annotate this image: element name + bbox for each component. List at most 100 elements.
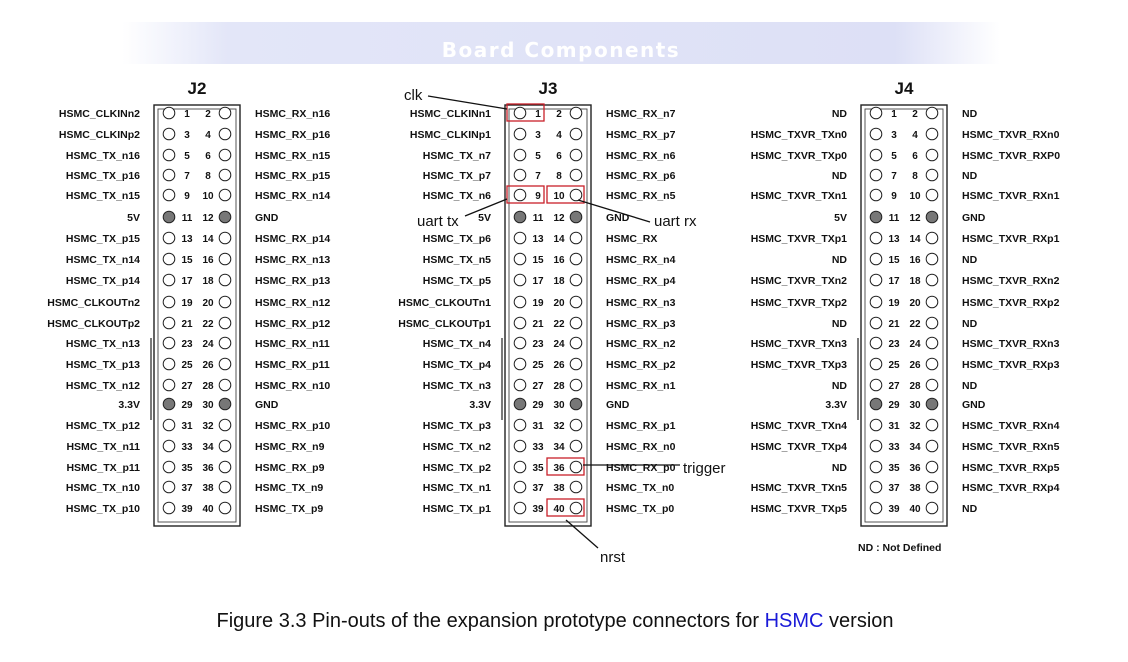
- pin-number: 16: [553, 255, 565, 266]
- uart-rx-annotation: uart rx: [654, 213, 697, 230]
- pin-number: 9: [891, 191, 897, 202]
- pin-number: 14: [909, 234, 921, 245]
- pin-label-right: HSMC_RX_n15: [255, 150, 330, 162]
- pin-label-left: 5V: [127, 212, 140, 224]
- pin-13: [513, 231, 527, 245]
- pin-6: [569, 148, 583, 162]
- pin-8: [218, 168, 232, 182]
- pin-label-left: HSMC_CLKINn2: [59, 108, 140, 120]
- pin-label-left: HSMC_TX_p4: [423, 359, 491, 371]
- pin-label-right: GND: [962, 212, 986, 224]
- pin-label-right: HSMC_RX_n14: [255, 190, 330, 202]
- pin-29: [513, 397, 527, 411]
- pin-28: [569, 378, 583, 392]
- pin-18: [569, 273, 583, 287]
- pin-label-right: HSMC_TX_n0: [606, 482, 674, 494]
- pin-18: [218, 273, 232, 287]
- pin-number: 35: [888, 463, 900, 474]
- pin-17: [162, 273, 176, 287]
- pin-number: 14: [553, 234, 565, 245]
- pin-number: 8: [556, 171, 562, 182]
- pin-number: 22: [202, 319, 214, 330]
- banner: Board Components: [122, 22, 1000, 64]
- pin-label-left: HSMC_TXVR_TXn1: [751, 190, 847, 202]
- pin-number: 23: [532, 339, 544, 350]
- pin-40: [925, 501, 939, 515]
- pin-label-left: HSMC_TXVR_TXp5: [751, 503, 847, 515]
- pin-28: [925, 378, 939, 392]
- pin-29: [869, 397, 883, 411]
- pin-label-right: HSMC_RX_n9: [255, 441, 325, 453]
- pin-30: [569, 397, 583, 411]
- pin-number: 26: [553, 360, 565, 371]
- pin-35: [513, 460, 527, 474]
- pin-7: [162, 168, 176, 182]
- pin-label-right: HSMC_RX_n16: [255, 108, 330, 120]
- pin-number: 13: [181, 234, 193, 245]
- pin-26: [925, 357, 939, 371]
- pin-25: [162, 357, 176, 371]
- pin-number: 13: [888, 234, 900, 245]
- uart-tx-leader-line: [464, 198, 508, 217]
- pin-number: 6: [912, 151, 918, 162]
- pin-number: 5: [535, 151, 541, 162]
- pin-18: [925, 273, 939, 287]
- pin-number: 31: [181, 421, 193, 432]
- pin-label-left: ND: [832, 108, 848, 120]
- pin-4: [218, 127, 232, 141]
- pin-label-right: HSMC_RX: [606, 233, 657, 245]
- nd-legend-note: ND : Not Defined: [858, 542, 941, 554]
- connector-inner-frame: [508, 108, 588, 523]
- pin-number: 18: [553, 276, 565, 287]
- pin-label-right: HSMC_RX_p2: [606, 359, 676, 371]
- pin-23: [869, 336, 883, 350]
- pin-number: 4: [205, 130, 211, 141]
- pin-21: [162, 316, 176, 330]
- pin-label-left: HSMC_CLKOUTp1: [398, 318, 491, 330]
- pin-label-right: HSMC_RX_n10: [255, 380, 330, 392]
- pin-label-left: 3.3V: [469, 399, 491, 411]
- pin-number: 22: [553, 319, 565, 330]
- pin-27: [162, 378, 176, 392]
- pin-22: [218, 316, 232, 330]
- pin-label-right: HSMC_TXVR_RXn2: [962, 275, 1060, 287]
- pin-8: [569, 168, 583, 182]
- pin-number: 32: [909, 421, 921, 432]
- pin-number: 35: [181, 463, 193, 474]
- pin-number: 27: [888, 381, 900, 392]
- pin-label-right: HSMC_RX_p15: [255, 170, 330, 182]
- pin-number: 39: [888, 504, 900, 515]
- pin-10: [218, 188, 232, 202]
- pin-label-right: HSMC_RX_p1: [606, 420, 676, 432]
- pin-number: 40: [909, 504, 921, 515]
- highlight-box: [546, 457, 585, 476]
- pin-label-right: HSMC_RX_p14: [255, 233, 330, 245]
- pin-number: 2: [205, 109, 211, 120]
- pin-number: 24: [202, 339, 214, 350]
- pin-label-right: ND: [962, 318, 978, 330]
- pin-number: 27: [532, 381, 544, 392]
- pin-number: 12: [553, 213, 565, 224]
- pin-37: [869, 480, 883, 494]
- pin-33: [513, 439, 527, 453]
- pin-number: 38: [553, 483, 565, 494]
- pin-label-left: HSMC_TX_n7: [423, 150, 491, 162]
- pin-1: [513, 106, 527, 120]
- connector-inner-frame: [864, 108, 944, 523]
- pin-number: 37: [532, 483, 544, 494]
- pin-number: 20: [909, 298, 921, 309]
- trigger-annotation: trigger: [683, 460, 726, 477]
- pin-label-right: HSMC_RX_p13: [255, 275, 330, 287]
- pin-6: [218, 148, 232, 162]
- connector-inner-frame: [157, 108, 237, 523]
- pin-label-left: HSMC_TX_p3: [423, 420, 491, 432]
- pin-label-right: HSMC_TXVR_RXp4: [962, 482, 1060, 494]
- pin-label-left: HSMC_TX_n2: [423, 441, 491, 453]
- connector-title: J4: [895, 79, 914, 98]
- pin-number: 10: [553, 191, 565, 202]
- pin-label-right: HSMC_RX_n6: [606, 150, 676, 162]
- pin-label-right: HSMC_TXVR_RXp1: [962, 233, 1060, 245]
- pin-label-left: HSMC_TX_n13: [66, 338, 140, 350]
